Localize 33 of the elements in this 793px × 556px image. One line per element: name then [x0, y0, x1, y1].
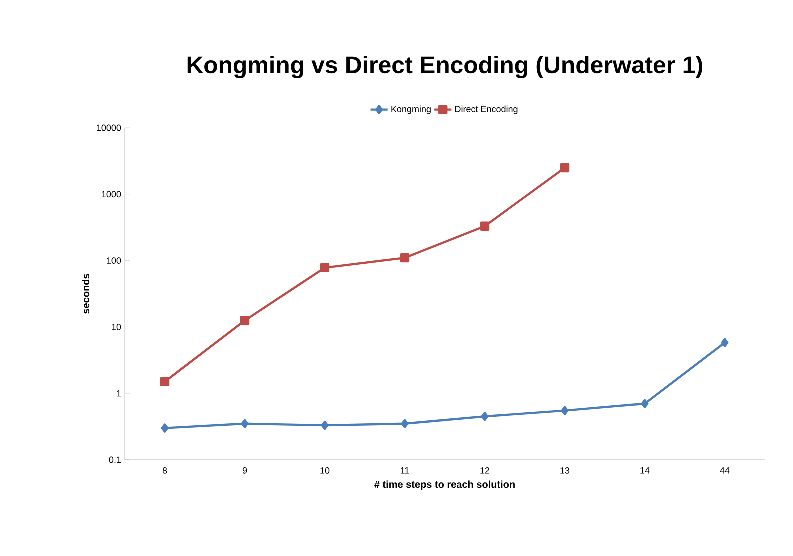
x-tick-label: 13 [560, 468, 570, 474]
point [400, 253, 410, 263]
x-tick-label: 44 [720, 468, 730, 474]
x-tick-label: 10 [320, 468, 330, 474]
point [641, 399, 649, 408]
legend-label: Direct Encoding [456, 106, 518, 114]
y-tick-label: 0.1 [109, 456, 122, 464]
x-axis-title: # time steps to reach solution [374, 480, 515, 490]
y-tick-label: 100 [107, 258, 122, 264]
point [401, 419, 409, 428]
point [481, 412, 489, 422]
y-tick-label: 10000 [97, 124, 122, 132]
x-tick-label: 12 [480, 468, 490, 474]
point [160, 377, 170, 386]
point [241, 419, 249, 428]
point [320, 263, 330, 273]
y-tick-label: 10 [112, 324, 122, 330]
point [721, 338, 729, 348]
y-axis-title: seconds [82, 274, 90, 314]
legend-label: Kongming [392, 106, 431, 114]
point [321, 420, 329, 430]
point [561, 406, 569, 416]
point [240, 316, 250, 326]
point [560, 163, 570, 173]
y-tick-label: 1 [117, 390, 122, 397]
x-tick-label: 14 [640, 468, 650, 474]
point [161, 424, 169, 433]
x-tick-label: 11 [401, 468, 410, 474]
y-tick-label: 1000 [102, 191, 122, 198]
x-tick-label: 8 [162, 468, 168, 474]
chart-title: Kongming vs Direct Encoding (Underwater 1) [188, 56, 702, 78]
point [480, 222, 490, 231]
x-tick-label: 9 [242, 468, 248, 474]
